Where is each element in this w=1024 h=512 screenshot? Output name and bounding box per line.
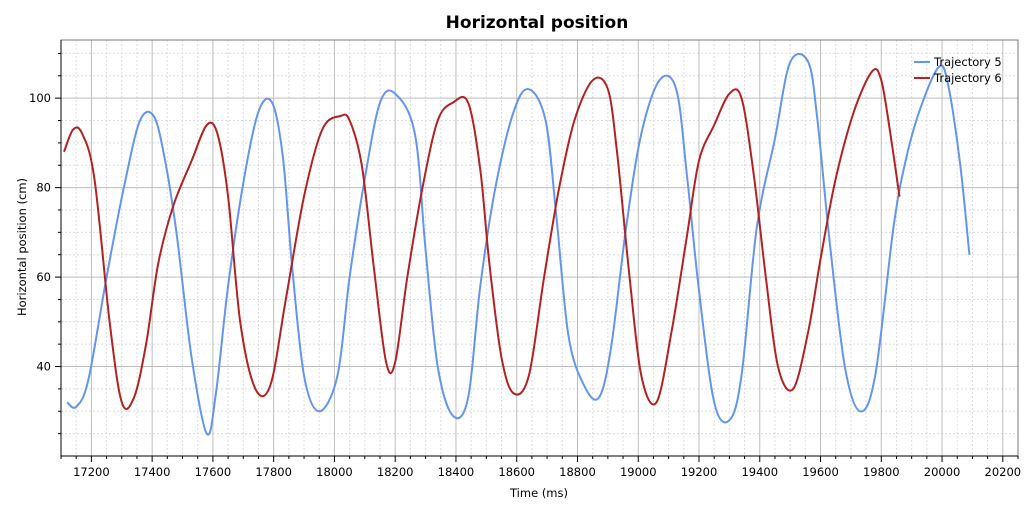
y-tick-label: 80 — [36, 181, 51, 195]
x-tick-label: 18000 — [316, 465, 353, 479]
x-tick-label: 17800 — [255, 465, 292, 479]
x-tick-label: 19600 — [802, 465, 839, 479]
x-axis-title: Time (ms) — [509, 486, 568, 500]
y-tick-label: 100 — [29, 91, 51, 105]
y-axis-title: Horizontal position (cm) — [15, 178, 29, 316]
x-tick-label: 19000 — [620, 465, 657, 479]
series-line-trajectory-6 — [63, 68, 901, 411]
legend: Trajectory 5 Trajectory 6 — [914, 55, 1002, 85]
series-line-trajectory-5 — [66, 53, 971, 436]
x-tick-label: 18200 — [377, 465, 414, 479]
x-tick-label: 18800 — [559, 465, 596, 479]
x-tick-label: 19800 — [863, 465, 900, 479]
x-tick-label: 17400 — [134, 465, 171, 479]
y-tick-label: 40 — [36, 360, 51, 374]
axes-layer: 17200 17400 17600 17800 18000 18200 18400 18600… — [29, 40, 1021, 479]
y-tick-label: 60 — [36, 270, 51, 284]
x-tick-label: 18400 — [438, 465, 475, 479]
x-tick-label: 19400 — [741, 465, 778, 479]
x-tick-label: 20000 — [924, 465, 961, 479]
x-tick-label: 17600 — [195, 465, 232, 479]
legend-label-trajectory-6: Trajectory 6 — [933, 71, 1002, 85]
x-tick-label: 18600 — [498, 465, 535, 479]
x-tick-label: 19200 — [681, 465, 718, 479]
series-layer — [63, 53, 971, 436]
legend-label-trajectory-5: Trajectory 5 — [933, 55, 1002, 69]
chart-title: Horizontal position — [446, 13, 629, 33]
x-tick-label: 20200 — [985, 465, 1022, 479]
x-tick-label: 17200 — [73, 465, 110, 479]
